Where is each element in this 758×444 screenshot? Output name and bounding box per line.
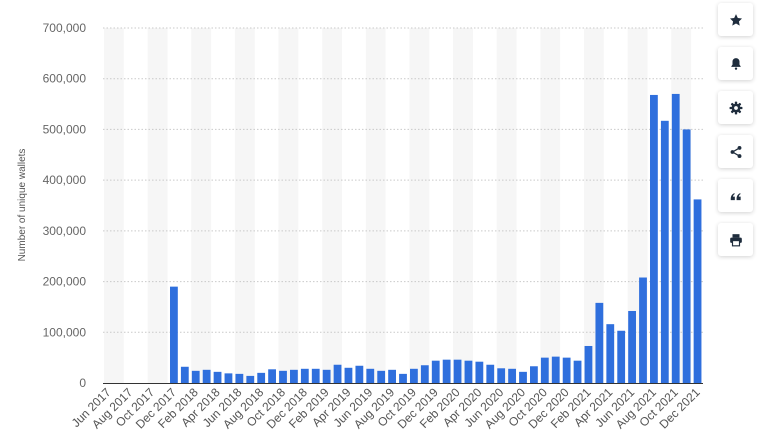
y-axis-label: Number of unique wallets <box>17 149 28 262</box>
bar[interactable] <box>486 364 495 383</box>
bar[interactable] <box>257 372 266 383</box>
bar[interactable] <box>595 302 604 383</box>
bar[interactable] <box>410 368 418 383</box>
y-tick-label: 400,000 <box>43 173 87 187</box>
bar[interactable] <box>671 93 680 383</box>
bar[interactable] <box>431 360 440 383</box>
notification-button[interactable] <box>718 47 753 80</box>
bar[interactable] <box>322 369 331 383</box>
y-tick-label: 500,000 <box>43 122 87 136</box>
bar[interactable] <box>442 359 451 383</box>
column-band <box>147 28 168 383</box>
printer-icon <box>729 233 742 246</box>
share-button[interactable] <box>718 135 753 168</box>
bar[interactable] <box>639 277 647 383</box>
bar[interactable] <box>475 361 484 383</box>
bar[interactable] <box>617 330 626 383</box>
y-tick-label: 600,000 <box>43 72 87 86</box>
bar[interactable] <box>202 369 211 383</box>
bar[interactable] <box>551 356 560 383</box>
bar[interactable] <box>300 368 309 383</box>
column-band <box>191 28 212 383</box>
bar[interactable] <box>573 360 582 383</box>
bar[interactable] <box>519 371 527 383</box>
bar[interactable] <box>355 365 364 383</box>
bar[interactable] <box>628 310 636 383</box>
star-icon <box>729 13 742 26</box>
column-band <box>234 28 255 383</box>
bar[interactable] <box>290 369 298 383</box>
bar[interactable] <box>399 373 407 383</box>
bar[interactable] <box>606 324 615 383</box>
bar[interactable] <box>508 368 516 383</box>
column-band <box>409 28 430 383</box>
print-button[interactable] <box>718 223 753 256</box>
y-tick-label: 300,000 <box>43 224 87 238</box>
bar[interactable] <box>562 357 571 383</box>
y-tick-label: 700,000 <box>43 21 87 35</box>
bar[interactable] <box>246 375 255 383</box>
column-band <box>584 28 604 383</box>
column-band <box>453 28 473 383</box>
bar[interactable] <box>311 368 320 383</box>
bar[interactable] <box>693 199 702 383</box>
bar[interactable] <box>388 369 396 383</box>
y-tick-label: 200,000 <box>43 275 87 289</box>
bar[interactable] <box>344 367 353 383</box>
bar[interactable] <box>191 370 200 383</box>
bar[interactable] <box>497 368 506 383</box>
bars <box>170 93 702 384</box>
bar[interactable] <box>420 365 429 383</box>
quote-icon <box>730 192 741 200</box>
bar[interactable] <box>268 369 276 383</box>
bar[interactable] <box>170 286 178 383</box>
bar[interactable] <box>584 345 593 383</box>
y-axis-ticks: 0 100,000 200,000 300,000 400,000 500,000 600,… <box>43 21 87 390</box>
bar[interactable] <box>464 360 473 383</box>
share-icon <box>730 145 741 158</box>
bar[interactable] <box>279 370 287 383</box>
bar[interactable] <box>235 373 244 383</box>
favorite-button[interactable] <box>718 3 753 36</box>
bar[interactable] <box>530 366 538 383</box>
bar[interactable] <box>540 357 549 383</box>
bell-icon <box>730 57 741 70</box>
bar[interactable] <box>650 94 658 383</box>
bar[interactable] <box>682 129 691 383</box>
bar[interactable] <box>366 368 375 383</box>
bar[interactable] <box>213 371 222 383</box>
gear-icon <box>729 101 742 114</box>
bar[interactable] <box>333 364 342 383</box>
bar[interactable] <box>180 366 189 383</box>
column-band <box>496 28 517 383</box>
column-band <box>322 28 342 383</box>
cite-button[interactable] <box>718 179 753 212</box>
column-band <box>365 28 386 383</box>
y-tick-label: 0 <box>79 376 86 390</box>
bar[interactable] <box>453 359 462 383</box>
bar[interactable] <box>224 373 233 383</box>
bar[interactable] <box>377 370 386 383</box>
column-band <box>104 28 124 383</box>
bar[interactable] <box>660 120 669 384</box>
y-tick-label: 100,000 <box>43 325 87 339</box>
settings-button[interactable] <box>718 91 753 124</box>
column-band <box>540 28 561 383</box>
column-band <box>278 28 299 383</box>
